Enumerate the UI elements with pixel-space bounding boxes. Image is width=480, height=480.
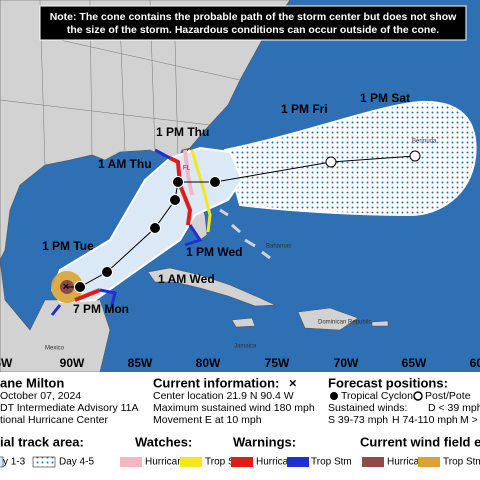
longitude-label: 80W [196, 356, 221, 370]
place-label: Bahamas [266, 244, 291, 250]
legend-label: Hurricane [145, 457, 189, 468]
forecast-item: Post/Pote [425, 390, 471, 402]
note-box [39, 5, 467, 41]
legend-label: Trop Stm [443, 457, 480, 468]
longitude-label: 60W [470, 356, 480, 370]
storm-name: ane Milton [0, 375, 64, 390]
track-label: 1 PM Tue [42, 239, 94, 253]
state-lines [0, 0, 241, 166]
advisory: DT Intermediate Advisory 11A [0, 402, 139, 414]
track-area-title: ial track area: [0, 434, 84, 449]
hurricane-watch [183, 149, 194, 196]
track-points: × [63, 150, 421, 293]
legend-swatch [120, 457, 142, 467]
longitude-label: 70W [334, 356, 359, 370]
legend-swatch [231, 457, 253, 467]
legend-swatch [32, 456, 56, 468]
track-point [149, 222, 161, 234]
forecast-item: Tropical Cyclone [341, 390, 419, 402]
place-label: FL [183, 166, 191, 172]
forecast-item: S 39-73 mph [328, 414, 388, 426]
current-marker: × [289, 375, 297, 390]
bahamas-islands [219, 208, 271, 260]
forecast-item: Sustained winds: [328, 402, 407, 414]
warnings-title: Warnings: [233, 434, 296, 449]
place-label: Bermuda [412, 139, 437, 145]
longitude-label: 75W [265, 356, 290, 370]
post-symbol [413, 391, 423, 401]
track-point [172, 176, 184, 188]
us-land [0, 0, 291, 261]
agency: tional Hurricane Center [0, 414, 108, 426]
legend-swatch [287, 457, 309, 467]
cone-day-4-5 [223, 100, 477, 217]
legend-label: Hurricane [256, 457, 300, 468]
longitude-label: 65W [402, 356, 427, 370]
movement: Movement E at 10 mph [153, 414, 262, 426]
trop-stm-watch [190, 149, 212, 233]
legend-swatch [180, 457, 202, 467]
track-point [209, 176, 221, 188]
legend-label: y 1-3 [3, 457, 26, 468]
watches-title: Watches: [135, 434, 192, 449]
legend-label: Trop Stm [311, 457, 352, 468]
note-line: the size of the storm. Hazardous conditi… [67, 24, 439, 36]
track-label: 1 PM Sat [360, 91, 410, 105]
puerto-rico [371, 320, 389, 327]
current-info-title: Current information: [153, 375, 279, 390]
legend-label: Hurricane [387, 457, 431, 468]
storm-date: October 07, 2024 [0, 390, 81, 402]
legend-label: Trop Stm [205, 457, 246, 468]
track-label: 1 PM Wed [186, 245, 242, 259]
hispaniola [297, 307, 359, 331]
legend-swatch [0, 456, 4, 468]
forecast-item: M > [460, 414, 478, 426]
trop-stm-warning [50, 148, 203, 316]
legend-swatch [418, 457, 440, 467]
track-point [325, 156, 337, 168]
note-line: Note: The cone contains the probable pat… [50, 11, 457, 23]
track-label: 1 PM Fri [281, 102, 328, 116]
tropical-cyclone-symbol [330, 392, 338, 400]
legend-label: Day 4-5 [59, 457, 94, 468]
track-label: 1 PM Thu [156, 125, 209, 139]
wind-field-title: Current wind field es [360, 434, 480, 449]
track-point [101, 266, 113, 278]
cuba [147, 267, 276, 307]
track-point [409, 150, 421, 162]
longitude-label: 85W [128, 356, 153, 370]
legend-swatch [362, 457, 384, 467]
track-label: 1 AM Wed [158, 272, 215, 286]
center-location: Center location 21.9 N 90.4 W [153, 390, 294, 402]
jamaica [231, 317, 256, 328]
forecast-title: Forecast positions: [328, 375, 448, 390]
longitude-label: 95W [0, 356, 13, 370]
track-label: 7 PM Mon [73, 302, 129, 316]
place-label: Jamaica [234, 344, 257, 350]
track-label: 1 AM Thu [98, 157, 152, 171]
place-label: Mexico [45, 346, 65, 352]
longitude-label: 90W [60, 356, 85, 370]
track-point [169, 194, 181, 206]
place-label: Dominican Republic [318, 320, 371, 326]
forecast-item: H 74-110 mph [392, 414, 458, 426]
max-wind: Maximum sustained wind 180 mph [153, 402, 315, 414]
cone-day-1-3 [50, 146, 244, 304]
forecast-item: D < 39 mph [428, 402, 480, 414]
track-point [74, 281, 86, 293]
current-position: × [63, 281, 69, 293]
